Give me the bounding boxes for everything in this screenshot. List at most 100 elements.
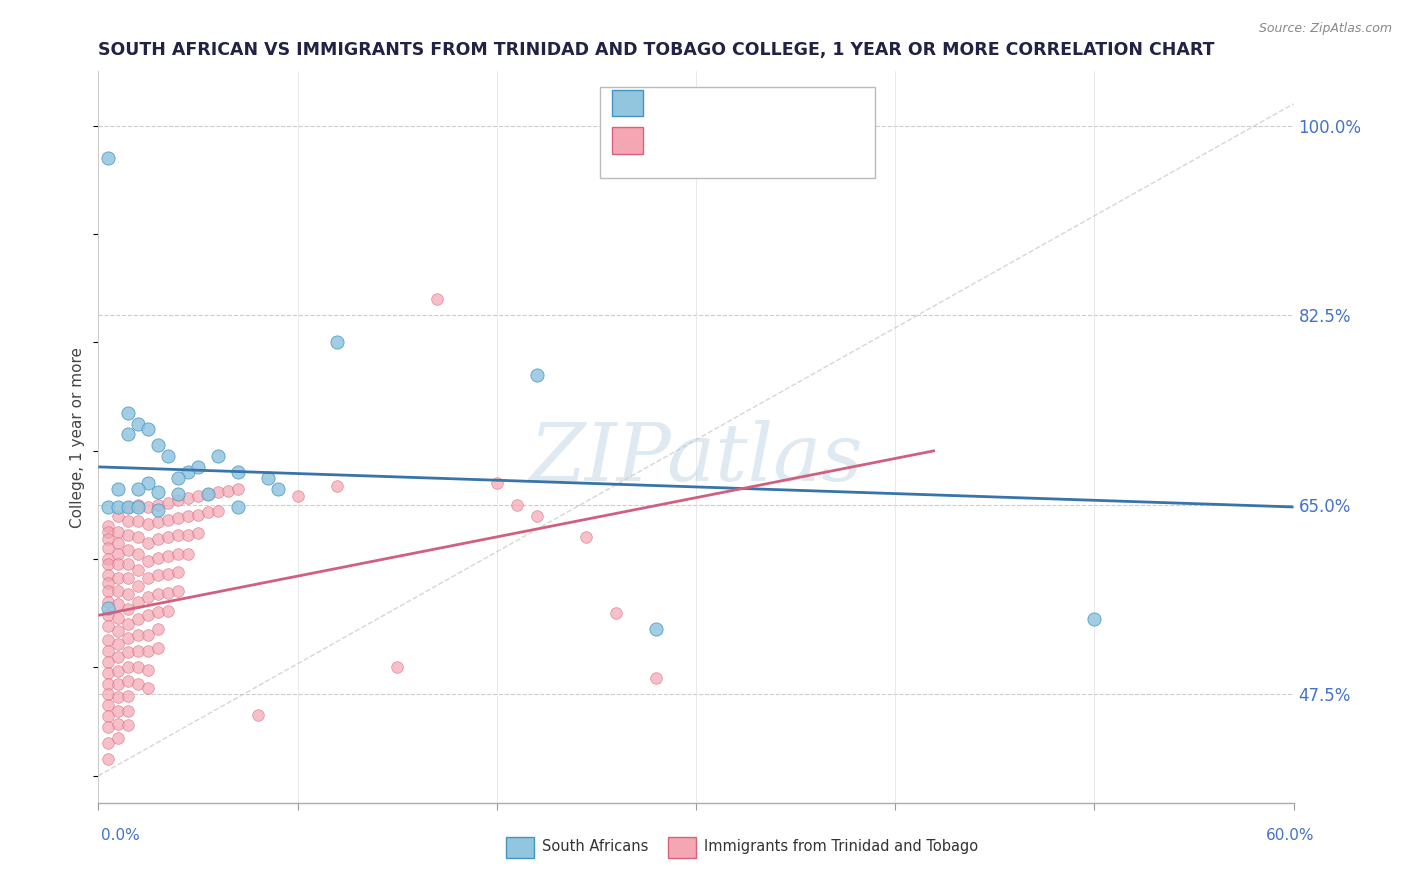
Point (207, 484, 229, 499)
Point (177, 508, 200, 523)
Point (167, 584, 190, 599)
Point (107, 704, 129, 718)
Point (267, 482, 290, 496)
Point (326, 479, 349, 493)
Point (117, 572, 139, 586)
Point (97, 665, 120, 680)
Point (117, 500, 139, 514)
Point (326, 335, 349, 350)
Point (97, 151, 120, 165)
Point (177, 465, 200, 479)
Point (575, 530, 598, 544)
Point (117, 617, 139, 632)
Point (207, 449, 229, 463)
Point (107, 610, 129, 624)
Point (256, 471, 278, 485)
Point (187, 508, 209, 522)
Point (127, 530, 149, 544)
Point (136, 476, 159, 491)
Point (148, 515, 170, 529)
Point (207, 504, 229, 518)
Point (136, 681, 159, 695)
Point (506, 498, 529, 512)
Text: Immigrants from Trinidad and Tobago: Immigrants from Trinidad and Tobago (704, 839, 979, 855)
Point (107, 598, 129, 612)
Point (187, 489, 209, 503)
Point (107, 584, 129, 599)
Point (167, 487, 190, 501)
Point (645, 623, 668, 637)
Point (605, 606, 627, 620)
Point (127, 660, 149, 674)
Point (157, 604, 180, 618)
Point (107, 500, 129, 514)
Point (148, 605, 170, 619)
Point (148, 533, 170, 547)
Point (127, 563, 149, 577)
Point (136, 590, 159, 604)
Point (246, 708, 269, 723)
Point (97, 552, 120, 566)
Point (127, 611, 149, 625)
Point (287, 489, 309, 503)
Point (148, 438, 170, 452)
Point (177, 547, 200, 561)
Point (136, 644, 159, 658)
Text: R = -0.044   N =  29: R = -0.044 N = 29 (651, 95, 806, 111)
Point (117, 660, 139, 674)
Point (127, 628, 149, 642)
Point (117, 704, 139, 718)
Point (177, 528, 200, 542)
Point (157, 549, 180, 563)
Point (217, 483, 239, 498)
Point (97, 600, 120, 615)
Point (167, 547, 190, 561)
Point (148, 498, 170, 512)
Point (226, 500, 249, 514)
Point (107, 731, 129, 745)
Text: 0.0%: 0.0% (101, 828, 141, 843)
Point (157, 495, 180, 509)
Point (97, 676, 120, 690)
Text: R =   0.257   N = 113: R = 0.257 N = 113 (651, 133, 814, 148)
Point (107, 690, 129, 704)
Point (127, 500, 149, 514)
Point (117, 543, 139, 558)
Point (97, 584, 120, 599)
Text: 60.0%: 60.0% (1267, 828, 1315, 843)
Point (97, 644, 120, 658)
Point (148, 550, 170, 565)
Point (157, 585, 180, 599)
Point (226, 465, 249, 479)
Point (97, 720, 120, 734)
Point (107, 508, 129, 523)
Point (136, 517, 159, 532)
Point (167, 511, 190, 525)
Point (226, 482, 249, 496)
Point (1083, 611, 1105, 625)
Point (526, 508, 548, 523)
Point (148, 484, 170, 499)
Y-axis label: College, 1 year or more: College, 1 year or more (70, 347, 86, 527)
Point (97, 519, 120, 533)
Point (107, 524, 129, 539)
Point (107, 636, 129, 650)
Point (117, 427, 139, 442)
Point (97, 608, 120, 623)
Point (117, 689, 139, 703)
Point (117, 718, 139, 732)
Point (107, 482, 129, 496)
Point (197, 487, 219, 501)
Point (197, 487, 219, 501)
Point (117, 500, 139, 514)
Point (127, 498, 149, 512)
Point (148, 503, 170, 517)
Point (526, 368, 548, 382)
Point (117, 631, 139, 645)
Point (97, 633, 120, 648)
Point (127, 417, 149, 431)
Point (157, 449, 180, 463)
Point (97, 655, 120, 669)
Point (485, 476, 508, 491)
Point (157, 567, 180, 582)
